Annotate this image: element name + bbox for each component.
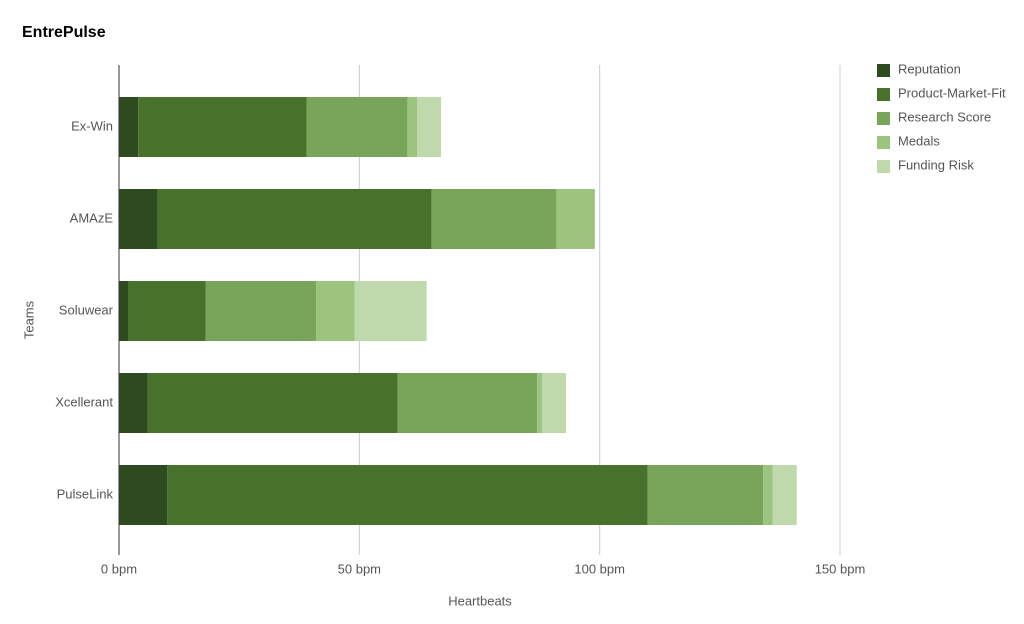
bar-segment xyxy=(119,281,129,341)
legend-swatch xyxy=(877,64,890,77)
bar-segment xyxy=(119,465,168,525)
legend-label: Medals xyxy=(898,133,940,148)
legend-label: Reputation xyxy=(898,61,961,76)
bar-segment xyxy=(537,373,542,433)
y-tick-label: Soluwear xyxy=(59,302,114,317)
x-tick-label: 0 bpm xyxy=(101,561,137,576)
legend-label: Research Score xyxy=(898,109,991,124)
bar-segment xyxy=(306,97,408,157)
y-tick-label: PulseLink xyxy=(57,486,114,501)
x-tick-label: 150 bpm xyxy=(815,561,866,576)
bar-segment xyxy=(316,281,355,341)
legend-swatch xyxy=(877,88,890,101)
bar-segment xyxy=(147,373,398,433)
legend-label: Funding Risk xyxy=(898,157,974,172)
bar-segment xyxy=(205,281,317,341)
x-axis-label: Heartbeats xyxy=(448,593,512,608)
bar-segment xyxy=(763,465,773,525)
chart-title: EntrePulse xyxy=(22,24,106,41)
y-tick-label: Xcellerant xyxy=(55,394,113,409)
legend-swatch xyxy=(877,160,890,173)
bar-segment xyxy=(167,465,648,525)
bar-segment xyxy=(556,189,595,249)
bar-segment xyxy=(407,97,418,157)
bar-segment xyxy=(157,189,432,249)
legend-swatch xyxy=(877,136,890,149)
bar-segment xyxy=(128,281,206,341)
bar-segment xyxy=(119,373,148,433)
x-tick-label: 50 bpm xyxy=(338,561,381,576)
bar-segment xyxy=(354,281,427,341)
bar-segment xyxy=(138,97,307,157)
bar-segment xyxy=(431,189,557,249)
bar-segment xyxy=(647,465,764,525)
bar-segment xyxy=(119,97,139,157)
x-tick-label: 100 bpm xyxy=(574,561,625,576)
bar-segment xyxy=(417,97,442,157)
bar-segment xyxy=(397,373,538,433)
legend-label: Product-Market-Fit xyxy=(898,85,1006,100)
y-tick-label: AMAzE xyxy=(70,210,114,225)
bar-segment xyxy=(119,189,158,249)
legend-swatch xyxy=(877,112,890,125)
y-tick-label: Ex-Win xyxy=(71,118,113,133)
y-axis-label: Teams xyxy=(21,300,36,339)
bar-segment xyxy=(541,373,567,433)
bar-segment xyxy=(772,465,797,525)
